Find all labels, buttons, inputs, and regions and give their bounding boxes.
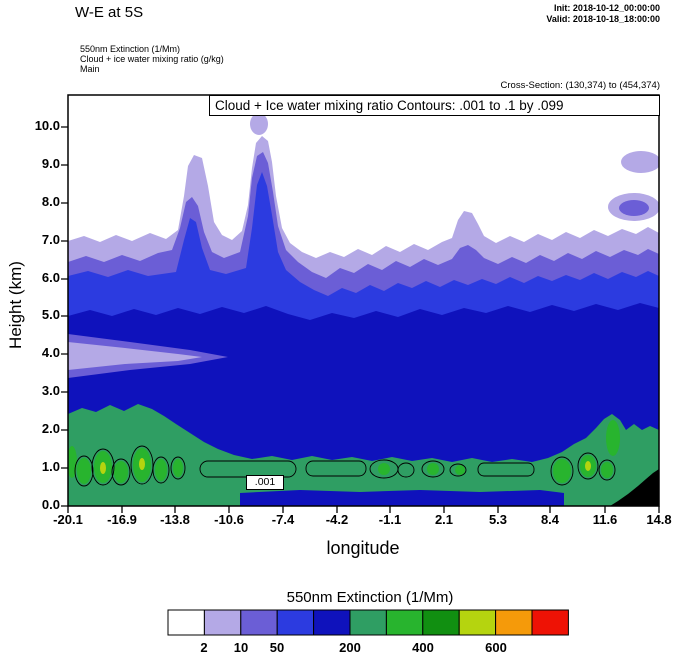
y-tick-label: 4.0 (41, 345, 60, 360)
contour-line (550, 456, 574, 486)
x-tick-marks (67, 506, 660, 513)
y-tick-label: 6.0 (41, 270, 60, 285)
green-cell (173, 459, 183, 477)
green-cell (606, 420, 620, 456)
green-cell (155, 459, 167, 481)
contour-line (130, 445, 154, 485)
init-time: Init: 2018-10-12_00:00:00 (553, 3, 660, 13)
page-title: W-E at 5S (75, 4, 144, 21)
contour-title-box: Cloud + Ice water mixing ratio Contours:… (209, 95, 660, 116)
green-cell (378, 463, 390, 475)
fill-dry-wedge-inner (68, 342, 202, 370)
contour-line (598, 459, 616, 481)
colorbar-swatch (531, 609, 569, 636)
subtitle-block: 550nm Extinction (1/Mm) Cloud + ice wate… (80, 44, 224, 74)
subtitle-extinction: 550nm Extinction (1/Mm) (80, 44, 181, 54)
x-axis-label: longitude (326, 538, 400, 558)
legend-title: 550nm Extinction (1/Mm) (286, 589, 454, 606)
contour-line (397, 462, 415, 478)
x-tick-label: 5.3 (488, 512, 508, 527)
contour-line (111, 458, 131, 486)
colorbar-swatch (313, 609, 351, 636)
colorbar-swatch (203, 609, 242, 636)
fill-dark-blue-bottom-strip (240, 490, 564, 506)
x-tick-label: -20.1 (53, 512, 83, 527)
contour-line (305, 460, 367, 477)
y-tick-label: 8.0 (41, 194, 60, 209)
x-tick-label: 11.6 (592, 512, 618, 527)
contour-line (477, 462, 535, 477)
y-tick-label: 1.0 (41, 459, 60, 474)
contour-line (449, 463, 467, 477)
contour-line (91, 448, 115, 486)
contour-value-label: .001 (246, 475, 284, 490)
yellow-green-core (100, 462, 106, 474)
fill-yellow-green-cores (100, 458, 591, 474)
legend-tick-label: 50 (269, 640, 285, 655)
colorbar-swatch (422, 609, 460, 636)
x-tick-label: -7.4 (271, 512, 295, 527)
y-tick-label: 9.0 (41, 156, 60, 171)
colorbar-swatch (495, 609, 533, 636)
terrain-mask (610, 469, 659, 506)
run-times: Init: 2018-10-12_00:00:00 Valid: 2018-10… (546, 3, 660, 25)
y-tick-label: 0.0 (41, 497, 60, 512)
y-tick-label: 7.0 (41, 232, 60, 247)
fill-lavender-blob (250, 113, 268, 135)
colorbar (167, 609, 569, 636)
x-tick-label: 8.4 (540, 512, 560, 527)
colorbar-swatch (349, 609, 387, 636)
y-tick-label: 10.0 (34, 118, 60, 133)
green-cell (114, 461, 128, 483)
colorbar-swatch (167, 609, 205, 636)
yellow-green-core (139, 458, 145, 470)
subtitle-mixing-ratio: Cloud + ice water mixing ratio (g/kg) (80, 54, 224, 64)
y-tick-label: 3.0 (41, 383, 60, 398)
fill-medium-blue-blob (619, 200, 649, 216)
green-cell (455, 465, 465, 475)
x-tick-label: 14.8 (646, 512, 672, 527)
x-tick-label: 2.1 (434, 512, 454, 527)
colorbar-swatch (276, 609, 315, 636)
contour-fill-layers (68, 95, 659, 506)
legend-tick-label: 10 (233, 640, 249, 655)
green-cell (427, 463, 439, 475)
green-cell (553, 459, 571, 483)
contour-line (577, 452, 599, 480)
colorbar-swatch (458, 609, 497, 636)
x-tick-label: -1.1 (378, 512, 402, 527)
colorbar-swatch (385, 609, 424, 636)
legend-tick-label: 2 (200, 640, 208, 655)
subtitle-grid: Main (80, 64, 100, 74)
colorbar-swatch (240, 609, 278, 636)
yellow-green-core (585, 461, 591, 471)
x-tick-label: -13.8 (160, 512, 190, 527)
contour-line (421, 460, 445, 478)
x-tick-label: -4.2 (325, 512, 349, 527)
valid-time: Valid: 2018-10-18_18:00:00 (546, 14, 660, 24)
green-cell (601, 462, 613, 478)
contour-line (152, 456, 170, 484)
green-cell (77, 458, 91, 484)
cross-section-note: Cross-Section: (130,374) to (454,374) (500, 80, 660, 91)
x-tick-label: -16.9 (107, 512, 137, 527)
fill-lavender-blob (621, 151, 659, 173)
y-tick-label: 5.0 (41, 307, 60, 322)
fill-sea-green-layer (68, 404, 659, 506)
contour-line (74, 455, 94, 487)
y-tick-label: 2.0 (41, 421, 60, 436)
x-tick-label: -10.6 (214, 512, 244, 527)
legend-tick-label: 400 (412, 640, 434, 655)
y-tick-marks (61, 126, 68, 507)
legend-tick-label: 200 (339, 640, 361, 655)
contour-line (170, 456, 186, 480)
legend-tick-label: 600 (485, 640, 507, 655)
